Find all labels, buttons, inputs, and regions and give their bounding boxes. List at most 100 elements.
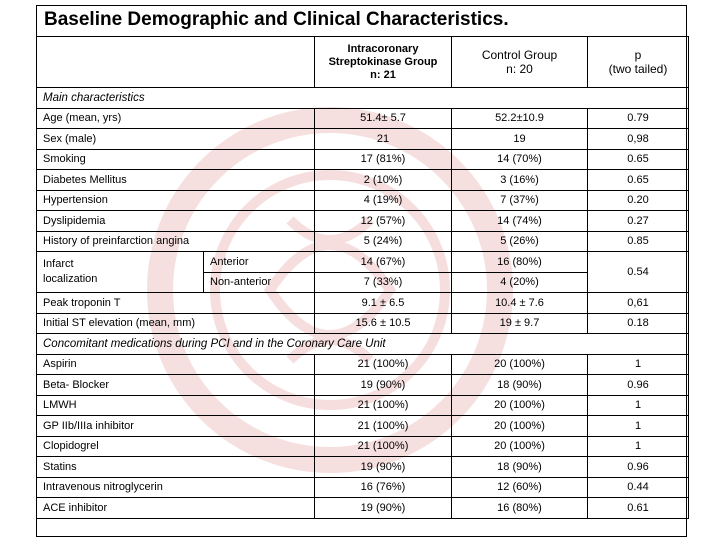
row-label: Sex (male) [36, 128, 315, 150]
sk-value: 7 (33%) [314, 271, 452, 293]
control-value: 52.2±10.9 [451, 107, 588, 129]
sk-value: 21 (100%) [314, 353, 452, 375]
row-label: Aspirin [36, 353, 315, 375]
p-value: 0.65 [587, 169, 689, 191]
table-row: LMWH 21 (100%) 20 (100%) 1 [36, 394, 689, 416]
p-value: 0.85 [587, 230, 689, 252]
control-value: 14 (74%) [451, 210, 588, 232]
table-row: ACE inhibitor 19 (90%) 16 (80%) 0.61 [36, 497, 689, 519]
table-row: Dyslipidemia 12 (57%) 14 (74%) 0.27 [36, 210, 689, 232]
table-row: Peak troponin T 9.1 ± 6.5 10.4 ± 7.6 0,6… [36, 292, 689, 314]
sk-value: 51.4± 5.7 [314, 107, 452, 129]
row-label: Clopidogrel [36, 435, 315, 457]
p-value: 1 [587, 394, 689, 416]
table-row: Diabetes Mellitus 2 (10%) 3 (16%) 0.65 [36, 169, 689, 191]
p-value: 0.65 [587, 148, 689, 170]
page-title: Baseline Demographic and Clinical Charac… [44, 9, 509, 30]
row-label: Dyslipidemia [36, 210, 315, 232]
sk-value: 19 (90%) [314, 456, 452, 478]
header-sk-line1: Intracoronary [347, 42, 419, 55]
header-ctrl-line2: n: 20 [506, 62, 533, 76]
sk-value: 16 (76%) [314, 476, 452, 498]
control-value: 20 (100%) [451, 353, 588, 375]
row-label: LMWH [36, 394, 315, 416]
header-p-line1: p [634, 48, 642, 62]
section-title-main: Main characteristics [36, 87, 689, 109]
table-row: Aspirin 21 (100%) 20 (100%) 1 [36, 353, 689, 375]
p-value: 0.79 [587, 107, 689, 129]
control-value: 18 (90%) [451, 456, 588, 478]
table-row-infarct-anterior: Infarct localization Anterior 14 (67%) 1… [36, 251, 689, 293]
sk-value: 15.6 ± 10.5 [314, 312, 452, 334]
infarct-label: Infarct localization [36, 251, 204, 293]
control-value: 20 (100%) [451, 415, 588, 437]
header-streptokinase: Intracoronary Streptokinase Group n: 21 [314, 36, 452, 88]
sk-value: 17 (81%) [314, 148, 452, 170]
table-row: Clopidogrel 21 (100%) 20 (100%) 1 [36, 435, 689, 457]
p-value: 0,61 [587, 292, 689, 314]
p-value: 1 [587, 353, 689, 375]
table-row: Beta- Blocker 19 (90%) 18 (90%) 0.96 [36, 374, 689, 396]
row-label: History of preinfarction angina [36, 230, 315, 252]
header-control: Control Group n: 20 [451, 36, 588, 88]
sk-value: 12 (57%) [314, 210, 452, 232]
control-value: 3 (16%) [451, 169, 588, 191]
sk-value: 4 (19%) [314, 189, 452, 211]
sk-value: 19 (90%) [314, 497, 452, 519]
sk-value: 2 (10%) [314, 169, 452, 191]
section-row-main: Main characteristics [36, 87, 689, 109]
table-row: History of preinfarction angina 5 (24%) … [36, 230, 689, 252]
p-value: 1 [587, 415, 689, 437]
table-row: Intravenous nitroglycerin 16 (76%) 12 (6… [36, 476, 689, 498]
control-value: 10.4 ± 7.6 [451, 292, 588, 314]
p-value: 0.27 [587, 210, 689, 232]
p-value: 0.20 [587, 189, 689, 211]
p-value: 0.54 [587, 251, 689, 293]
sublabel-anterior: Anterior [203, 251, 315, 273]
control-value: 16 (80%) [451, 497, 588, 519]
row-label: Intravenous nitroglycerin [36, 476, 315, 498]
control-value: 20 (100%) [451, 435, 588, 457]
table-row: GP IIb/IIIa inhibitor 21 (100%) 20 (100%… [36, 415, 689, 437]
row-label: ACE inhibitor [36, 497, 315, 519]
control-value: 19 [451, 128, 588, 150]
control-value: 12 (60%) [451, 476, 588, 498]
p-value: 1 [587, 435, 689, 457]
row-label: Age (mean, yrs) [36, 107, 315, 129]
sk-value: 21 (100%) [314, 415, 452, 437]
p-value: 0.44 [587, 476, 689, 498]
row-label: GP IIb/IIIa inhibitor [36, 415, 315, 437]
header-row: Intracoronary Streptokinase Group n: 21 … [36, 36, 689, 88]
section-title-meds: Concomitant medications during PCI and i… [36, 333, 689, 355]
infarct-label-line2: localization [43, 273, 98, 285]
row-label: Statins [36, 456, 315, 478]
sk-value: 14 (67%) [314, 251, 452, 273]
sk-value: 9.1 ± 6.5 [314, 292, 452, 314]
row-label: Hypertension [36, 189, 315, 211]
header-p-line2: (two tailed) [608, 62, 668, 76]
header-ctrl-line1: Control Group [481, 48, 558, 62]
header-sk-line3: n: 21 [370, 68, 396, 81]
sk-value: 21 (100%) [314, 435, 452, 457]
table-row: Initial ST elevation (mean, mm) 15.6 ± 1… [36, 312, 689, 334]
p-value: 0.61 [587, 497, 689, 519]
p-value: 0,98 [587, 128, 689, 150]
header-sk-line2: Streptokinase Group [328, 55, 438, 68]
characteristics-table: Intracoronary Streptokinase Group n: 21 … [36, 36, 689, 519]
table-row: Statins 19 (90%) 18 (90%) 0.96 [36, 456, 689, 478]
p-value: 0.18 [587, 312, 689, 334]
control-value: 14 (70%) [451, 148, 588, 170]
table-row: Sex (male) 21 19 0,98 [36, 128, 689, 150]
header-p: p (two tailed) [587, 36, 689, 88]
control-value: 5 (26%) [451, 230, 588, 252]
control-value: 18 (90%) [451, 374, 588, 396]
control-value: 4 (20%) [451, 271, 588, 293]
sublabel-nonanterior: Non-anterior [203, 271, 315, 293]
header-blank [36, 36, 315, 88]
sk-value: 5 (24%) [314, 230, 452, 252]
control-value: 16 (80%) [451, 251, 588, 273]
row-label: Smoking [36, 148, 315, 170]
control-value: 7 (37%) [451, 189, 588, 211]
p-value: 0.96 [587, 374, 689, 396]
sk-value: 19 (90%) [314, 374, 452, 396]
